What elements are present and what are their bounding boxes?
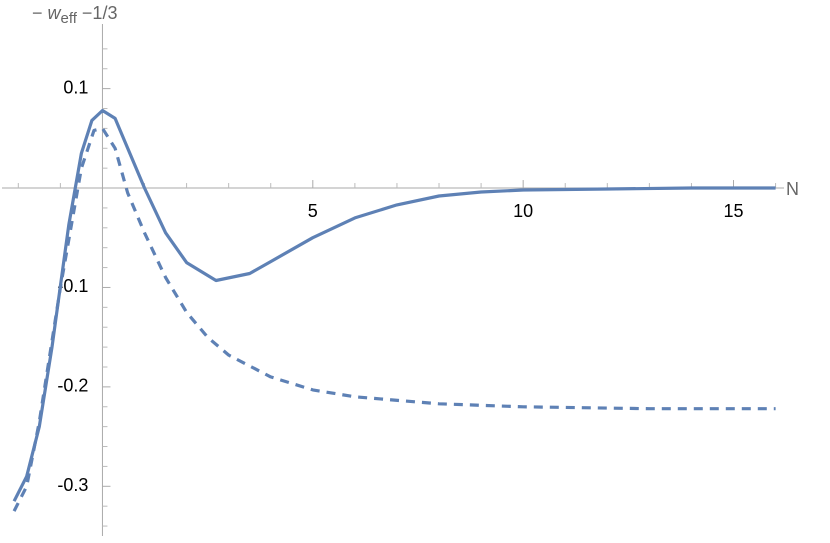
y-tick-label: -0.2 xyxy=(57,376,88,396)
solid-line xyxy=(12,108,776,502)
x-tick-label: 15 xyxy=(723,201,743,221)
y-tick-label: -0.3 xyxy=(57,475,88,495)
y-tick-label: 0.1 xyxy=(63,77,88,97)
y-label-sub: eff xyxy=(61,10,78,27)
y-label-var: w xyxy=(48,3,62,23)
y-label-suffix: −1/3 xyxy=(77,3,118,23)
x-tick-label: 5 xyxy=(308,201,318,221)
x-tick-label: 10 xyxy=(513,201,533,221)
y-tick-label: -0.1 xyxy=(57,276,88,296)
y-label-prefix: − xyxy=(32,3,48,23)
dashed-line xyxy=(12,126,776,512)
x-axis-label: N xyxy=(786,179,799,199)
y-axis-label: − weff −1/3 xyxy=(32,3,117,27)
